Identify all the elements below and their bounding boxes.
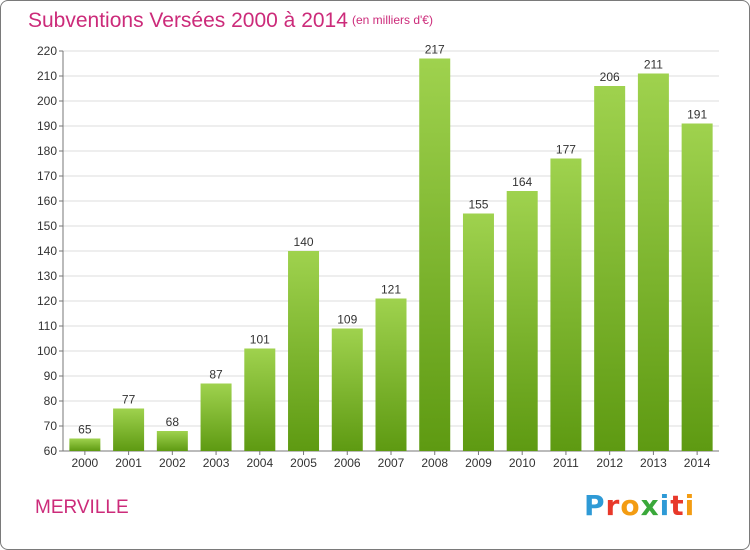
bar <box>681 123 713 451</box>
bar <box>506 191 538 451</box>
x-tick-label: 2011 <box>553 456 579 470</box>
bars <box>69 58 713 451</box>
logo-letter: i <box>659 489 671 522</box>
bar <box>331 328 363 451</box>
data-label: 140 <box>294 235 314 249</box>
x-tick-label: 2003 <box>203 456 230 470</box>
data-label: 217 <box>425 43 445 57</box>
chart-unit-subtitle: (en milliers d'€) <box>352 13 433 27</box>
data-label: 68 <box>166 415 180 429</box>
y-tick-label: 120 <box>37 294 57 308</box>
x-tick-label: 2005 <box>290 456 317 470</box>
bar <box>594 86 626 451</box>
data-label: 121 <box>381 283 401 297</box>
data-label: 164 <box>512 175 532 189</box>
logo-letter: r <box>605 489 621 522</box>
logo-letter: t <box>670 489 685 522</box>
x-tick-label: 2002 <box>159 456 186 470</box>
bar <box>200 383 232 451</box>
y-tick-label: 140 <box>37 244 57 258</box>
x-tick-label: 2004 <box>246 456 273 470</box>
x-tick-label: 2013 <box>640 456 667 470</box>
x-tick-label: 2009 <box>465 456 492 470</box>
bar <box>288 251 320 451</box>
x-tick-label: 2001 <box>115 456 142 470</box>
data-labels: 65 77 68 87 101 140 109 121 217 155 164 177 206 211 19… <box>78 43 707 437</box>
y-tick-label: 170 <box>37 169 57 183</box>
bar <box>244 348 276 451</box>
y-tick-label: 150 <box>37 219 57 233</box>
data-label: 65 <box>78 423 92 437</box>
logo-letter: P <box>584 489 606 522</box>
bar <box>113 408 145 451</box>
y-tick-label: 60 <box>44 444 58 458</box>
bar <box>375 298 407 451</box>
data-label: 109 <box>337 313 357 327</box>
data-label: 177 <box>556 143 576 157</box>
y-tick-label: 80 <box>44 394 58 408</box>
logo-letter: i <box>684 489 696 522</box>
commune-name: MERVILLE <box>35 497 129 518</box>
data-label: 191 <box>687 108 707 122</box>
data-label: 87 <box>209 368 223 382</box>
bar <box>462 213 494 451</box>
y-tick-label: 190 <box>37 119 57 133</box>
proxiti-logo: Proxiti <box>584 489 695 522</box>
data-label: 206 <box>600 70 620 84</box>
y-tick-label: 130 <box>37 269 57 283</box>
x-tick-label: 2007 <box>378 456 405 470</box>
data-label: 101 <box>250 333 270 347</box>
logo-letter: x <box>640 489 660 522</box>
bar <box>550 158 582 451</box>
y-tick-label: 70 <box>44 419 58 433</box>
y-tick-label: 160 <box>37 194 57 208</box>
data-label: 211 <box>644 58 663 72</box>
y-tick-label: 220 <box>37 44 57 58</box>
x-tick-labels: 2000 2001 2002 2003 2004 2005 2006 2007 2008 2009… <box>72 451 711 470</box>
y-tick-label: 110 <box>38 319 57 333</box>
x-tick-label: 2014 <box>684 456 711 470</box>
x-tick-label: 2012 <box>596 456 623 470</box>
bar <box>419 58 451 451</box>
x-tick-label: 2000 <box>72 456 99 470</box>
y-tick-label: 180 <box>37 144 57 158</box>
data-label: 77 <box>122 393 136 407</box>
y-tick-labels: 60 70 80 90 100 110 120 130 140 150 160 170 180 190 20… <box>37 44 57 458</box>
y-tick-label: 90 <box>44 369 58 383</box>
logo-letter: o <box>620 489 641 522</box>
bar <box>637 73 669 451</box>
x-tick-label: 2008 <box>421 456 448 470</box>
bar <box>156 431 188 451</box>
chart-title: Subventions Versées 2000 à 2014 <box>28 9 348 32</box>
x-tick-label: 2010 <box>509 456 536 470</box>
x-tick-label: 2006 <box>334 456 361 470</box>
y-tick-label: 200 <box>37 94 57 108</box>
y-tick-label: 100 <box>37 344 57 358</box>
data-label: 155 <box>468 198 488 212</box>
bar <box>69 438 101 451</box>
y-tick-label: 210 <box>37 69 57 83</box>
